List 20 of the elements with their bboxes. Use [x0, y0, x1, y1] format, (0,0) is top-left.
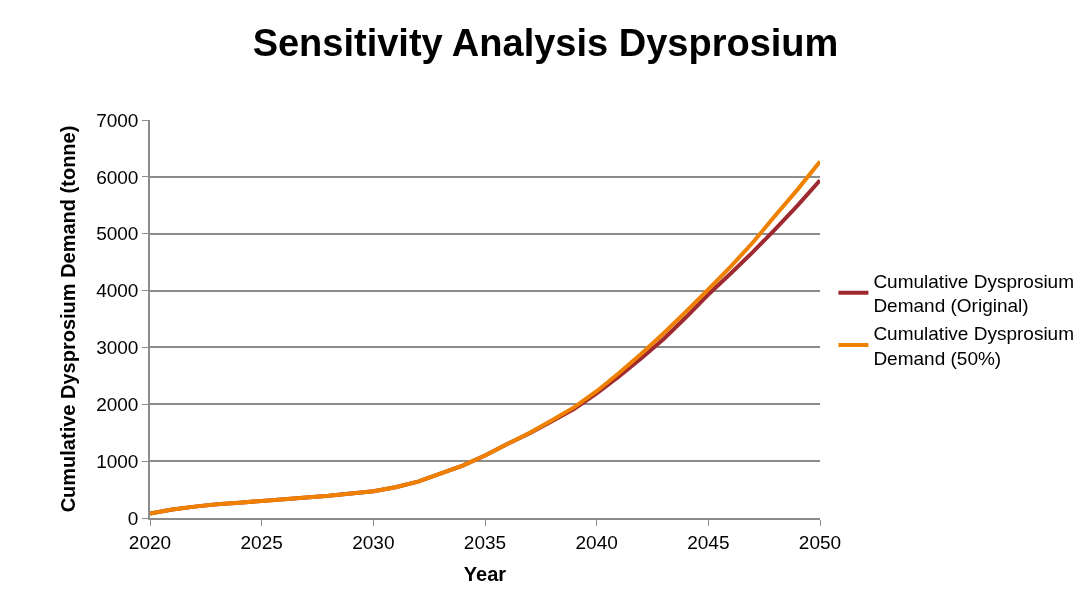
legend-label: Cumulative Dysprosium Demand (50%): [873, 323, 1075, 369]
x-tick-label: 2040: [575, 531, 618, 553]
y-tick-label: 6000: [96, 166, 139, 188]
y-tick-label: 4000: [96, 280, 139, 302]
legend-label: Cumulative Dysprosium Demand (Original): [873, 270, 1075, 317]
x-tick-label: 2025: [240, 531, 283, 553]
x-axis-title: Year: [463, 562, 507, 585]
x-tick-label: 2045: [687, 531, 730, 553]
x-tick-label: 2035: [463, 531, 507, 553]
y-tick-label: 7000: [96, 109, 139, 131]
y-axis-title: Cumulative Dysprosium Demand (tonne): [57, 125, 80, 513]
y-tick-label: 1000: [96, 450, 139, 472]
x-tick-label: 2020: [128, 531, 172, 553]
y-tick-label: 2000: [96, 393, 139, 415]
x-tick-label: 2030: [352, 531, 395, 553]
y-tick-label: 3000: [96, 337, 139, 359]
y-tick-label: 0: [127, 507, 139, 529]
y-tick-label: 5000: [96, 223, 139, 245]
x-tick-label: 2050: [798, 531, 842, 553]
chart-title: Sensitivity Analysis Dysprosium: [252, 21, 839, 64]
